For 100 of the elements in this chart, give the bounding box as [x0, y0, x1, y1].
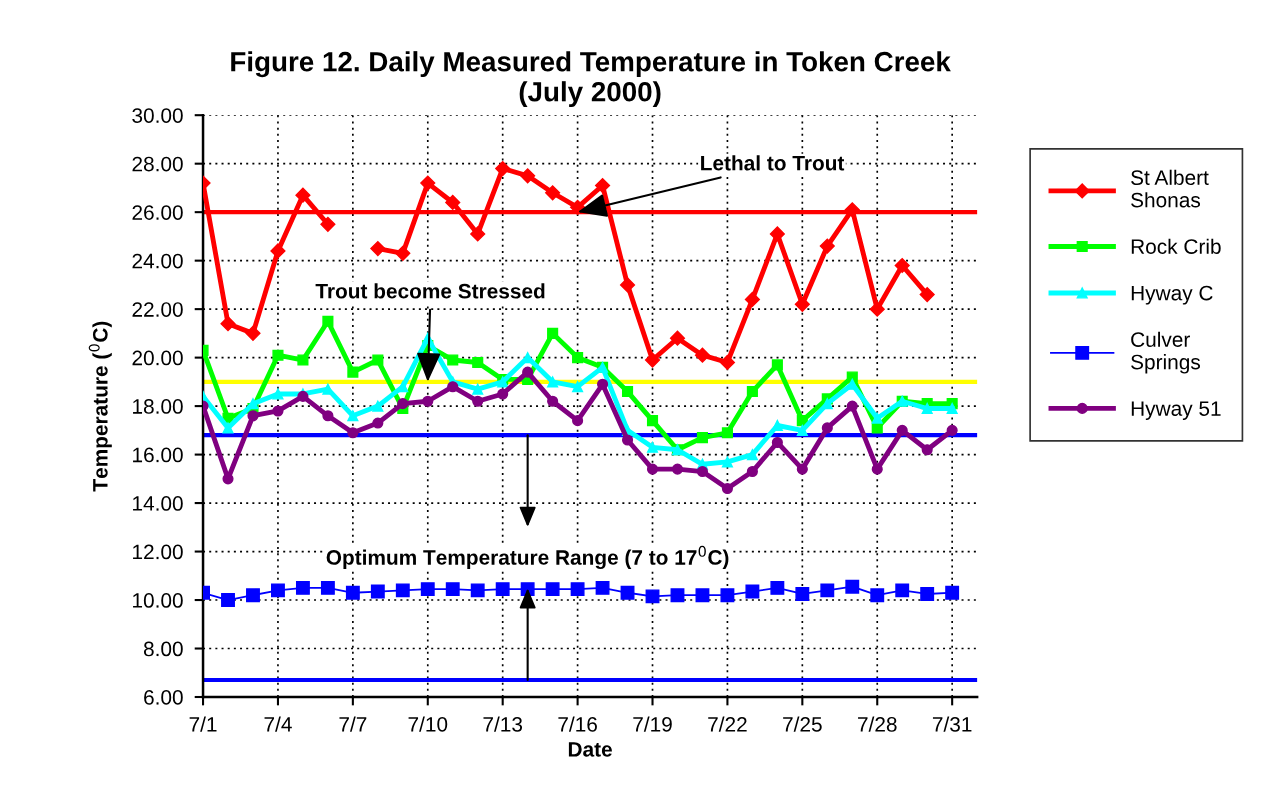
point [695, 588, 710, 603]
x-axis-title: Date [568, 742, 612, 757]
point [696, 465, 709, 478]
x-tick-label: 7/19 [633, 716, 672, 732]
point [545, 185, 561, 201]
point [497, 388, 509, 400]
point [320, 216, 336, 232]
point [896, 424, 908, 436]
point [619, 277, 636, 293]
point [945, 585, 960, 600]
point [670, 588, 685, 603]
point [272, 405, 284, 417]
point [220, 316, 236, 332]
x-tick-label: 7/4 [264, 716, 292, 732]
point [871, 463, 883, 475]
point [347, 427, 359, 439]
y-tick-label: 6.00 [144, 690, 183, 705]
y-tick-label: 22.00 [132, 302, 183, 317]
point [644, 352, 661, 368]
point [669, 330, 686, 346]
point [721, 482, 733, 495]
point [245, 325, 261, 341]
point [322, 410, 334, 422]
point [646, 463, 659, 475]
legend-label: Hyway 51 [1131, 401, 1221, 421]
point [597, 378, 609, 390]
chart-title: Figure 12. Daily Measured Temperature in Token Creek (July 2000) [231, 51, 951, 108]
point [221, 593, 235, 607]
point [472, 395, 484, 407]
point [620, 585, 635, 600]
point [495, 582, 510, 597]
point [397, 398, 409, 410]
point [570, 199, 586, 215]
point [271, 583, 285, 598]
point [422, 395, 434, 407]
point [395, 245, 411, 261]
point [547, 395, 559, 407]
point [522, 366, 534, 378]
point [246, 588, 260, 603]
point [746, 385, 758, 398]
point [621, 434, 634, 446]
point [472, 356, 484, 369]
point [595, 580, 610, 595]
point [796, 424, 808, 436]
y-tick-label: 18.00 [133, 399, 183, 414]
point [621, 385, 634, 398]
point [694, 347, 711, 363]
point [820, 583, 835, 598]
point [397, 381, 409, 393]
point [297, 354, 309, 366]
point [696, 432, 709, 444]
point [347, 366, 359, 378]
point [770, 580, 785, 595]
annotation: Lethal to Trout [701, 155, 845, 171]
point [794, 296, 810, 312]
legend-label: Hyway C [1131, 285, 1213, 305]
y-axis-title: Temperature ($^{0}$C) [88, 321, 112, 492]
y-tick-label: 24.00 [132, 253, 183, 269]
point [771, 436, 783, 449]
point [572, 381, 584, 393]
point [921, 444, 933, 456]
point [895, 583, 910, 598]
point [920, 587, 935, 601]
y-tick-label: 30.00 [132, 108, 183, 123]
legend-label: Culver Springs [1131, 331, 1201, 374]
annotation: Optimum Temperature Range (7 to 17$^{0}$C) [326, 545, 729, 570]
point [320, 580, 335, 595]
point [370, 240, 386, 257]
point [570, 582, 585, 597]
point [445, 194, 461, 211]
point [372, 400, 384, 412]
point [470, 583, 485, 598]
y-tick-label: 10.00 [133, 593, 183, 608]
point [272, 388, 284, 400]
point [721, 427, 733, 439]
point [946, 402, 958, 415]
x-tick-label: 7/16 [558, 716, 597, 732]
y-tick-label: 28.00 [132, 156, 183, 172]
point [222, 422, 234, 434]
point [846, 400, 858, 412]
x-tick-label: 7/1 [189, 716, 217, 732]
point [819, 238, 835, 254]
point [869, 301, 885, 317]
point [919, 287, 935, 303]
x-tick-label: 7/13 [483, 716, 523, 732]
y-tick-label: 26.00 [132, 205, 183, 220]
point [447, 381, 459, 393]
point [771, 359, 783, 371]
point [796, 463, 808, 475]
point [445, 582, 460, 597]
point [745, 584, 760, 599]
point [870, 588, 885, 603]
point [547, 327, 559, 339]
point [420, 582, 435, 597]
point [370, 584, 385, 599]
point [572, 352, 584, 364]
point [646, 441, 659, 453]
point [845, 579, 860, 594]
y-tick-label: 14.00 [133, 496, 183, 511]
x-tick-label: 7/10 [408, 716, 448, 732]
